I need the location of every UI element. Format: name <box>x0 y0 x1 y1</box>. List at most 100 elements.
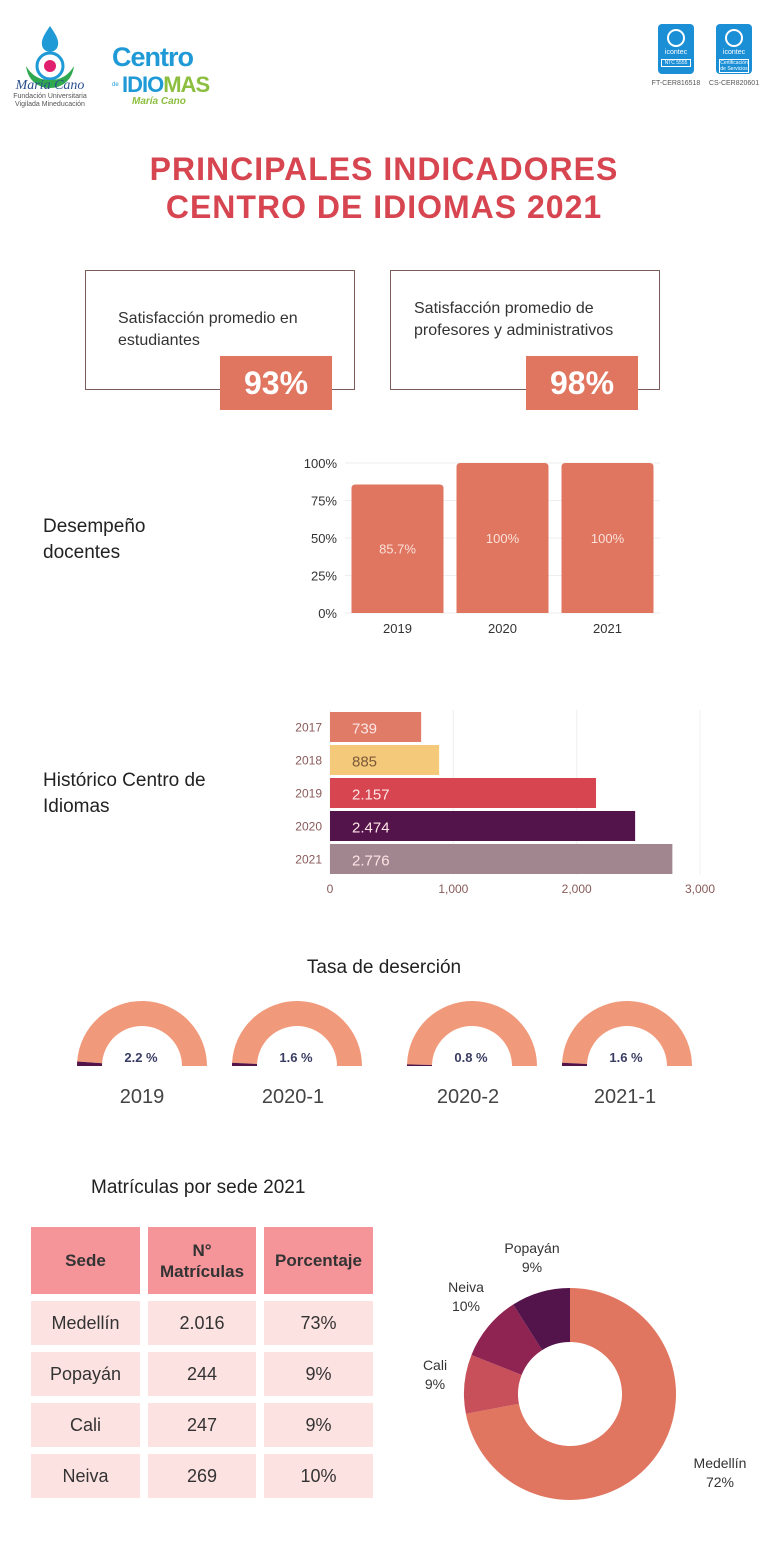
centro-idiomas-logo-de: de <box>112 82 119 88</box>
table-cell: 247 <box>148 1403 256 1447</box>
bar-2020 <box>456 463 549 613</box>
desempeno-label: Desempeño docentes <box>43 516 146 563</box>
gauge-value-2019: 2.2 % <box>124 1050 158 1065</box>
bar-2021 <box>330 844 673 874</box>
bar-2017 <box>330 712 422 742</box>
matriculas-donut-chart: Medellín 72% Cali 9% Neiva 10% Popayán 9% <box>423 1240 747 1500</box>
historico-label: Histórico Centro de Idiomas <box>43 770 206 817</box>
icontec-code-2: CS-CER820601 <box>708 80 760 87</box>
bar-data-label: 100% <box>486 531 520 546</box>
gauge-value-arc-2020-1 <box>232 1062 258 1066</box>
icontec-cert-2: icontec Certificación de Servicios <box>716 24 752 74</box>
gauge-value-arc-2021-1 <box>562 1062 588 1066</box>
kpi-value-students: 93% <box>220 356 332 410</box>
donut-slice-Neiva <box>471 1304 543 1375</box>
centro-idiomas-logo-line3: María Cano <box>132 96 186 107</box>
bar-2019 <box>330 778 597 808</box>
x-tick-label: 2,000 <box>562 882 592 896</box>
donut-label: Neiva <box>448 1279 484 1295</box>
gauge-rest-2020-2 <box>407 1001 537 1066</box>
gauge-label-2021-1: 2021-1 <box>593 1086 657 1108</box>
gauge-rest-2020-1 <box>232 1001 362 1066</box>
table-header-porcentaje: Porcentaje <box>264 1227 373 1294</box>
table-header-matriculas: N° Matrículas <box>148 1227 256 1294</box>
gauge-value-arc-2020-2 <box>407 1064 433 1066</box>
icontec-cert-1: icontec NTC 5555 <box>658 24 694 74</box>
table-cell: 73% <box>264 1301 373 1345</box>
bar-data-label: 2.474 <box>352 820 390 837</box>
gauge-label-2019: 2019 <box>119 1086 165 1108</box>
bar-data-label: 2.157 <box>352 787 390 804</box>
icontec-icon <box>725 29 743 47</box>
y-tick-label: 2020 <box>295 820 322 834</box>
donut-label: Cali <box>423 1357 447 1373</box>
gauge-label-2020-1: 2020-1 <box>261 1086 325 1108</box>
y-tick-label: 25% <box>311 569 337 584</box>
gauge-label-2020-2: 2020-2 <box>436 1086 500 1108</box>
y-tick-label: 2019 <box>295 787 322 801</box>
x-tick-label: 1,000 <box>438 882 468 896</box>
desercion-title: Tasa de deserción <box>306 957 462 978</box>
desempeno-chart: 0% 25% 50% 75% 100% 85.7% 2019 100% 2020 100% 2021 <box>304 456 660 636</box>
icontec-code-1: FT-CER816518 <box>651 80 701 87</box>
table-cell: 269 <box>148 1454 256 1498</box>
bar-data-label: 885 <box>352 754 377 771</box>
table-cell: 244 <box>148 1352 256 1396</box>
table-cell: Neiva <box>31 1454 140 1498</box>
x-tick-label: 2019 <box>383 621 412 636</box>
table-cell: 10% <box>264 1454 373 1498</box>
maria-cano-name: María Cano <box>15 78 85 93</box>
donut-pct-label: 72% <box>706 1474 734 1490</box>
bar-data-label: 739 <box>352 721 377 738</box>
maria-cano-logo <box>26 26 74 88</box>
donut-slice-Popayán <box>513 1288 570 1351</box>
gauge-rest-2019 <box>77 1001 208 1066</box>
bar-2020 <box>330 811 636 841</box>
y-tick-label: 75% <box>311 494 337 509</box>
y-tick-label: 0% <box>318 606 337 621</box>
matriculas-title: Matrículas por sede 2021 <box>91 1177 306 1198</box>
donut-slice-Cali <box>464 1354 522 1414</box>
y-tick-label: 100% <box>304 456 338 471</box>
desercion-gauges <box>77 1001 692 1066</box>
bar-data-label: 100% <box>591 531 625 546</box>
gauge-rest-2021-1 <box>562 1001 692 1066</box>
table-header-sede: Sede <box>31 1227 140 1294</box>
centro-idiomas-logo-line2: IDIOMAS <box>122 72 210 97</box>
y-tick-label: 2018 <box>295 754 322 768</box>
centro-idiomas-logo-line1: Centro <box>112 42 194 72</box>
historico-chart: 0 1,000 2,000 3,000 2017 739 2018 885 2019 2.157 2… <box>295 710 715 896</box>
y-tick-label: 2021 <box>295 853 322 867</box>
table-cell: 9% <box>264 1352 373 1396</box>
bar-data-label: 2.776 <box>352 853 390 870</box>
x-tick-label: 0 <box>327 882 334 896</box>
bar-data-label: 85.7% <box>379 542 416 557</box>
x-tick-label: 3,000 <box>685 882 715 896</box>
table-cell: 2.016 <box>148 1301 256 1345</box>
y-tick-label: 50% <box>311 531 337 546</box>
table-cell: Cali <box>31 1403 140 1447</box>
donut-pct-label: 9% <box>522 1259 542 1275</box>
donut-pct-label: 9% <box>425 1376 445 1392</box>
kpi-value-staff: 98% <box>526 356 638 410</box>
bar-2019 <box>351 484 444 613</box>
icontec-icon <box>667 29 685 47</box>
page-title-line1: PRINCIPALES INDICADORES <box>149 151 619 187</box>
x-tick-label: 2021 <box>593 621 622 636</box>
bar-2018 <box>330 745 440 775</box>
donut-label: Medellín <box>694 1455 747 1471</box>
gauge-value-2020-1: 1.6 % <box>279 1050 313 1065</box>
gauge-value-arc-2019 <box>77 1061 103 1066</box>
kpi-label-staff: Satisfacción promedio de profesores y ad… <box>414 300 614 339</box>
kpi-card-staff <box>390 270 660 390</box>
maria-cano-subtitle: Fundación Universitaria Vigilada Mineduc… <box>13 93 87 108</box>
kpi-label-students: Satisfacción promedio en estudiantes <box>118 310 298 349</box>
table-cell: Popayán <box>31 1352 140 1396</box>
table-cell: 9% <box>264 1403 373 1447</box>
table-cell: Medellín <box>31 1301 140 1345</box>
gauge-value-2021-1: 1.6 % <box>609 1050 643 1065</box>
page-title-line2: CENTRO DE IDIOMAS 2021 <box>165 189 603 225</box>
y-tick-label: 2017 <box>295 721 322 735</box>
bar-2021 <box>561 463 654 613</box>
gauge-value-2020-2: 0.8 % <box>454 1050 488 1065</box>
